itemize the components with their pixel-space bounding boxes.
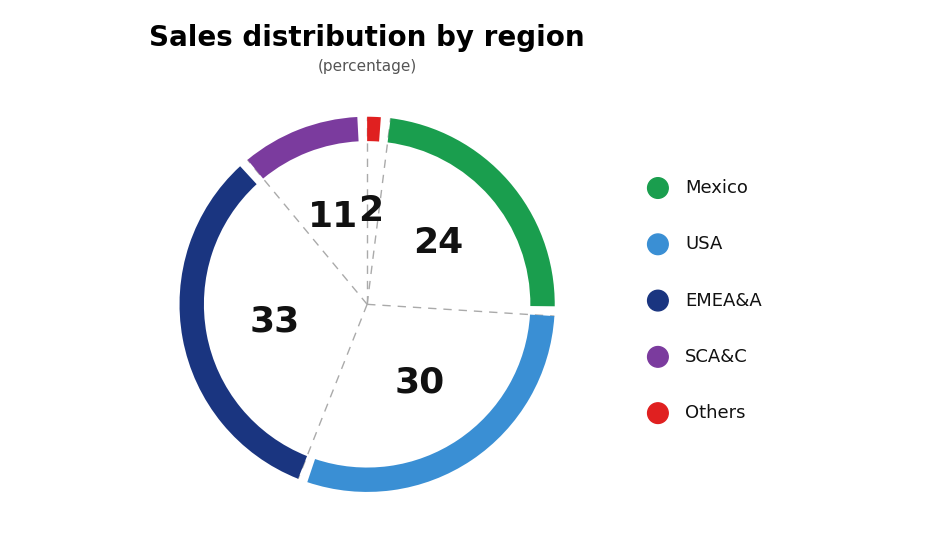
Circle shape (648, 291, 668, 311)
Circle shape (648, 178, 668, 198)
Text: EMEA&A: EMEA&A (685, 292, 762, 310)
Circle shape (648, 403, 668, 424)
Text: SCA&C: SCA&C (685, 348, 748, 366)
Text: Mexico: Mexico (685, 179, 748, 197)
Circle shape (648, 234, 668, 255)
Text: (percentage): (percentage) (317, 59, 417, 73)
Text: 2: 2 (358, 194, 383, 228)
Text: 30: 30 (394, 365, 445, 399)
Text: 33: 33 (250, 305, 300, 338)
Wedge shape (367, 117, 381, 142)
Text: USA: USA (685, 235, 723, 253)
Wedge shape (248, 117, 358, 179)
Text: Sales distribution by region: Sales distribution by region (149, 24, 585, 52)
Wedge shape (180, 166, 307, 479)
Wedge shape (307, 314, 555, 492)
Circle shape (648, 346, 668, 367)
Wedge shape (388, 118, 555, 306)
Text: Others: Others (685, 404, 746, 422)
Text: 11: 11 (308, 200, 358, 234)
Text: 24: 24 (412, 226, 463, 260)
